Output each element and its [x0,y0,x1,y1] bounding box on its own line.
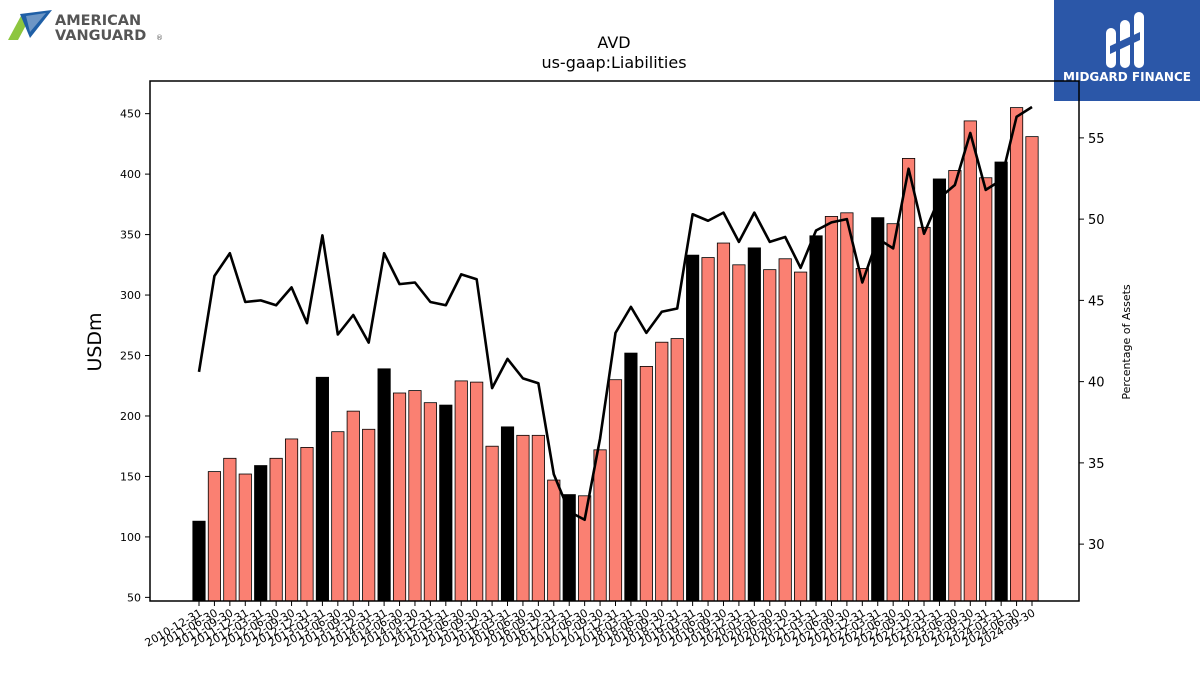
logo-registered-mark: ® [156,34,163,42]
line-series [197,105,1033,522]
bar [362,428,376,602]
y2-tick-label: 45 [1088,294,1105,309]
logo-text-line2: VANGUARD [55,28,146,44]
x-axis-ticks: 2010-12-312011-06-302011-09-302011-12-31… [143,601,1038,650]
y-tick-label: 50 [127,591,141,604]
bar [470,381,484,602]
bar [377,368,391,602]
y-tick-label: 150 [120,470,141,483]
bar [284,438,299,602]
bar [315,376,329,602]
percentage-line [197,105,1033,522]
bar [408,390,422,602]
y-tick-label: 200 [120,410,141,423]
bar [608,379,623,602]
y2-tick-label: 55 [1088,132,1105,147]
bar [932,178,947,602]
logo-highlight-icon [26,13,46,32]
y2-axis-ticks: 30 35 40 45 50 55 [1079,132,1105,553]
bar [454,380,468,602]
bar [778,258,792,602]
y2-tick-label: 50 [1088,213,1105,228]
bar [686,254,700,602]
logo-text-line1: AMERICAN [55,13,141,29]
bar [963,120,977,602]
bar [593,449,607,602]
bar [1025,136,1039,602]
bar [902,157,916,602]
logo-blue-stroke-icon [20,10,52,38]
bar [917,226,931,602]
y-axis-ticks: 50 100 150 200 250 300 350 400 450 [120,108,150,604]
bar [269,457,283,602]
bar [840,212,854,602]
bar [701,257,715,602]
bar [855,268,869,602]
bar [331,431,345,602]
bar [547,479,561,602]
chart-subtitle: us-gaap:Liabilities [541,53,686,72]
bar [392,392,407,602]
bar [300,447,314,602]
bar [516,434,530,602]
bar [485,445,499,602]
bar [809,235,823,602]
y2-tick-label: 40 [1088,376,1105,391]
bar [871,217,885,602]
midgard-finance-logo: MIDGARD FINANCE [1054,0,1200,101]
bar [423,402,437,602]
bar [979,177,993,602]
bar [624,352,638,602]
bar [192,520,206,602]
bar [207,471,221,602]
bar [824,216,839,602]
bar [578,495,592,602]
bar [655,341,669,602]
bar [948,170,962,602]
bar [732,264,746,602]
logo-midgard-text: MIDGARD FINANCE [1063,70,1191,84]
y2-tick-label: 35 [1088,457,1105,472]
bar [531,434,545,602]
bar [886,223,900,602]
bar [439,404,453,602]
y-tick-label: 300 [120,289,141,302]
chart-title: AVD [597,33,630,52]
bar [716,242,731,602]
y-tick-label: 350 [120,229,141,242]
bar [346,410,360,602]
y-tick-label: 450 [120,108,141,121]
y-axis-label: USDm [84,312,106,371]
american-vanguard-logo: AMERICAN VANGUARD ® [8,8,168,44]
bar [254,465,268,602]
bar [639,365,653,602]
american-vanguard-logo-graphic: AMERICAN VANGUARD ® [8,10,163,44]
bar [747,247,761,602]
y2-tick-label: 30 [1088,538,1105,553]
midgard-finance-logo-graphic: MIDGARD FINANCE [1063,12,1191,84]
bar [238,473,252,602]
y2-axis-label: Percentage of Assets [1120,284,1133,400]
bar [500,426,515,602]
bar [763,269,777,602]
bar [223,457,237,602]
plot-frame [149,80,1080,602]
y-tick-label: 250 [120,350,141,363]
bar [994,161,1008,602]
bar [1010,107,1024,602]
y-tick-label: 100 [120,531,141,544]
bar [670,338,684,602]
bar [794,271,808,602]
y-tick-label: 400 [120,168,141,181]
logo-slash-icon [1110,32,1140,54]
